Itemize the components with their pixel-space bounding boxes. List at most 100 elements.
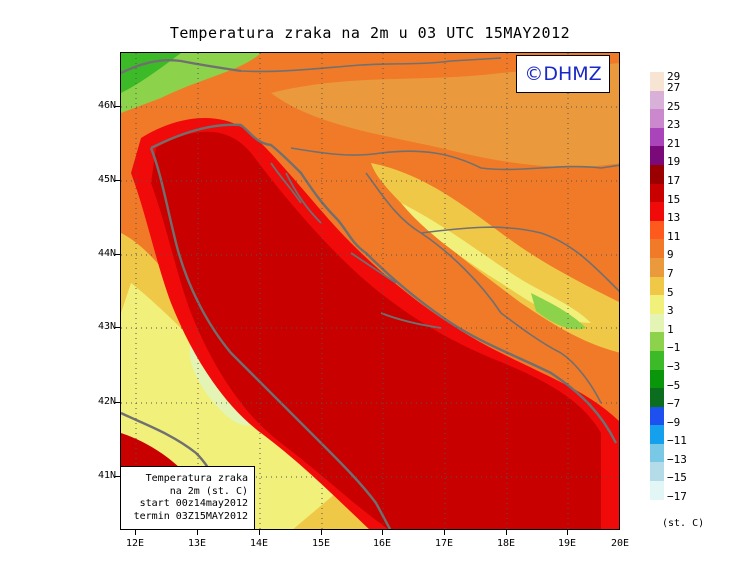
legend-row: 15 (650, 183, 730, 206)
legend-label: 3 (667, 304, 674, 318)
lon-tick (444, 530, 445, 535)
legend-label: −15 (667, 471, 687, 485)
info-line-3: start 00z14may2012 (139, 498, 248, 509)
legend-swatch (650, 388, 664, 407)
legend-row: 13 (650, 202, 730, 225)
legend-label: −17 (667, 490, 687, 504)
legend-swatch (650, 332, 664, 351)
legend-swatch (650, 146, 664, 165)
legend-row: 27 (650, 72, 730, 94)
lat-tick (115, 254, 120, 255)
legend-row: 21 (650, 127, 730, 150)
legend-row: 1 (650, 313, 730, 336)
info-line-4: termin 03Z15MAY2012 (133, 510, 248, 522)
legend-row: 17 (650, 164, 730, 187)
legend-row: 5 (650, 276, 730, 299)
legend-label: 21 (667, 136, 681, 150)
lat-tick (115, 106, 120, 107)
legend-swatch (650, 406, 664, 426)
lon-tick (197, 530, 198, 535)
info-line-1: Temperatura zraka (145, 473, 248, 484)
legend-label: 19 (667, 155, 681, 169)
legend-label: −9 (667, 415, 681, 429)
legend-label: 5 (667, 285, 674, 299)
lat-label-42n: 42N (97, 396, 116, 407)
legend-row: −15 (650, 462, 730, 485)
lat-label-43n: 43N (97, 321, 116, 332)
legend-swatch (650, 443, 664, 463)
legend-row: 3 (650, 295, 730, 318)
lon-tick (506, 530, 507, 535)
legend-row: −9 (650, 406, 730, 429)
legend-swatch (650, 72, 664, 91)
legend-row: −17 (650, 481, 730, 504)
color-legend: 27 25 23 21 19 17 15 13 11 9 7 5 3 1 −1 −3 −5 −7 −9 −11 −13 −… (650, 72, 730, 504)
legend-swatch (650, 202, 664, 221)
legend-label: 27 (667, 81, 681, 94)
lat-tick (115, 476, 120, 477)
lon-tick (567, 530, 568, 535)
legend-row: −7 (650, 388, 730, 409)
info-line-2: na 2m (st. C) (169, 485, 248, 497)
legend-row: −13 (650, 443, 730, 466)
legend-row: −1 (650, 332, 730, 355)
lat-tick (115, 180, 120, 181)
legend-swatch (650, 295, 664, 314)
legend-swatch (650, 425, 664, 444)
lon-tick (135, 530, 136, 535)
legend-swatch (650, 109, 664, 128)
lat-label-45n: 45N (97, 174, 116, 185)
legend-swatch (650, 183, 664, 203)
lon-tick (382, 530, 383, 535)
lon-label-16e: 16E (372, 538, 392, 549)
islands (270, 162, 442, 329)
legend-units: (st. C) (662, 518, 705, 529)
legend-label: 15 (667, 192, 681, 206)
map-title: Temperatura zraka na 2m u 03 UTC 15MAY20… (169, 24, 571, 42)
legend-swatch (650, 257, 664, 277)
legend-swatch (650, 220, 664, 240)
legend-label: 7 (667, 266, 674, 280)
legend-swatch (650, 481, 664, 500)
lon-label-15e: 15E (311, 538, 331, 549)
field-band-15 (151, 131, 601, 529)
legend-swatch (650, 350, 664, 370)
legend-swatch (650, 276, 664, 296)
legend-top-label: 29 (667, 70, 681, 83)
legend-swatch (650, 313, 664, 333)
graticule (121, 53, 619, 529)
lon-tick (259, 530, 260, 535)
legend-label: −11 (667, 434, 687, 448)
field-spot-bosnia (531, 293, 586, 330)
legend-label: 17 (667, 173, 681, 187)
legend-label: 11 (667, 229, 681, 243)
legend-label: −1 (667, 341, 681, 355)
legend-label: 23 (667, 118, 681, 132)
temperature-field (121, 53, 619, 529)
legend-swatch (650, 462, 664, 482)
lat-label-41n: 41N (97, 470, 116, 481)
lon-label-20e: 20E (610, 538, 630, 549)
lat-tick (115, 402, 120, 403)
legend-row: 19 (650, 146, 730, 169)
lat-label-44n: 44N (97, 248, 116, 259)
lat-tick (115, 327, 120, 328)
legend-row: 25 (650, 90, 730, 113)
lon-label-17e: 17E (434, 538, 454, 549)
legend-row: −11 (650, 425, 730, 448)
legend-row: −3 (650, 350, 730, 372)
legend-swatch (650, 369, 664, 389)
legend-swatch (650, 164, 664, 184)
lat-label-46n: 46N (97, 100, 116, 111)
lon-tick (321, 530, 322, 535)
legend-label: 1 (667, 322, 674, 336)
legend-label: −13 (667, 452, 687, 466)
temperature-map (120, 52, 620, 530)
legend-label: 25 (667, 99, 681, 113)
legend-label: 13 (667, 211, 681, 225)
legend-row: 11 (650, 220, 730, 243)
legend-swatch (650, 239, 664, 258)
lon-label-12e: 12E (125, 538, 145, 549)
info-box: Temperatura zraka na 2m (st. C) start 00… (120, 466, 255, 530)
field-band-3-balkan (401, 203, 591, 323)
